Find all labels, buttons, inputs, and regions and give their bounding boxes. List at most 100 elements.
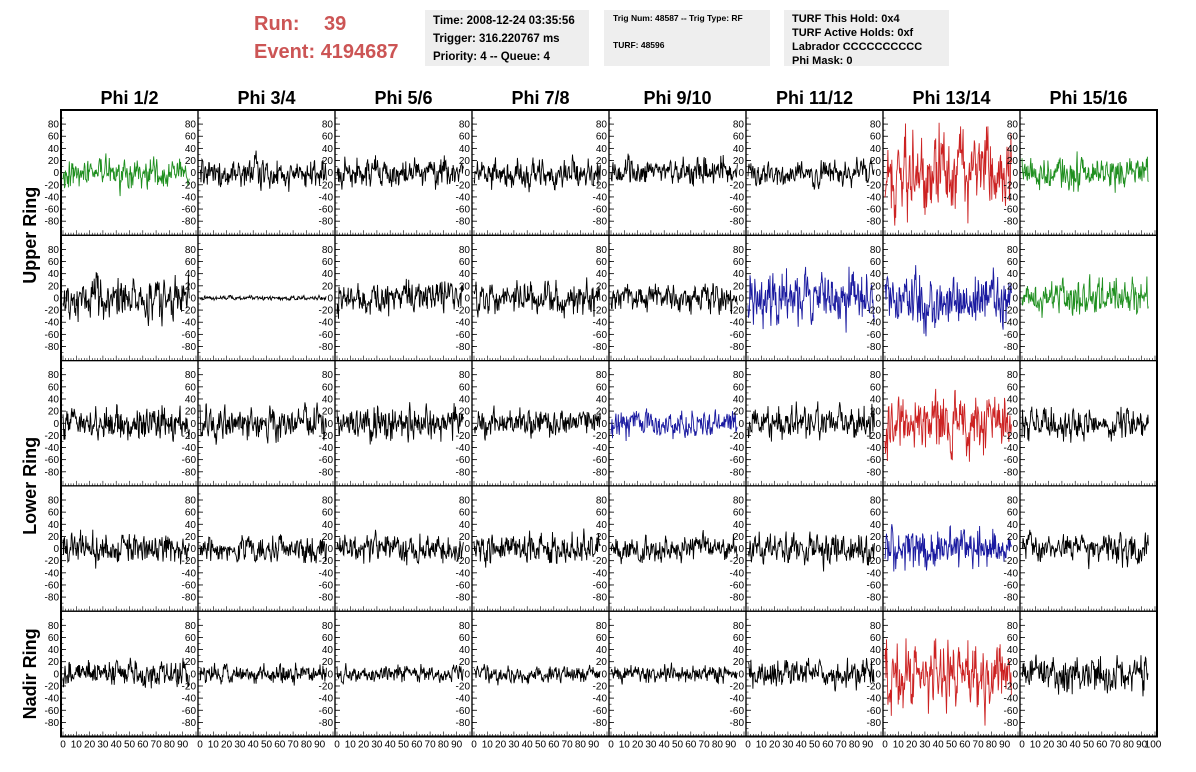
y-tick-label: -20 [593, 681, 608, 692]
y-tick-label: -60 [1004, 205, 1019, 216]
y-tick-label: 80 [322, 496, 334, 507]
x-tick-label: 20 [1043, 740, 1055, 751]
y-tick-label: 40 [322, 394, 334, 405]
y-tick-label: 0 [53, 544, 59, 555]
x-tick-label: 80 [849, 740, 861, 751]
y-tick-label: 80 [185, 120, 197, 131]
y-tick-label: 40 [48, 645, 60, 656]
y-tick-label: 40 [870, 144, 882, 155]
x-tick-label: 90 [177, 740, 189, 751]
y-tick-label: 60 [185, 132, 197, 143]
x-tick-label: 40 [659, 740, 671, 751]
y-tick-label: -60 [182, 455, 197, 466]
waveform-trace [62, 404, 190, 442]
y-tick-label: 20 [459, 657, 471, 668]
y-tick-label: 0 [601, 293, 607, 304]
column-title: Phi 11/12 [776, 88, 853, 108]
run-row: Run: 39 [254, 10, 399, 38]
x-tick-label: 40 [1070, 740, 1082, 751]
y-tick-label: -40 [593, 568, 608, 579]
y-tick-label: 0 [738, 419, 744, 430]
y-tick-label: 60 [322, 508, 334, 519]
turf-number-line: TURF: 48596 [613, 40, 665, 50]
y-tick-label: 40 [1007, 394, 1019, 405]
y-tick-label: 40 [870, 269, 882, 280]
y-tick-label: -20 [1004, 681, 1019, 692]
y-tick-label: 0 [875, 544, 881, 555]
y-tick-label: 40 [185, 645, 197, 656]
y-tick-label: -20 [730, 681, 745, 692]
x-tick-label: 30 [97, 740, 109, 751]
y-tick-label: 20 [322, 532, 334, 543]
y-tick-label: -60 [867, 706, 882, 717]
y-tick-label: -40 [456, 694, 471, 705]
y-tick-label: -40 [45, 318, 60, 329]
x-tick-label: 60 [411, 740, 423, 751]
y-tick-label: 80 [870, 245, 882, 256]
y-tick-label: -80 [730, 467, 745, 478]
y-tick-label: -80 [182, 593, 197, 604]
y-tick-label: 80 [596, 370, 608, 381]
panel-frame [608, 234, 747, 362]
column-title: Phi 1/2 [100, 88, 158, 108]
ring-label: Nadir Ring [20, 628, 40, 719]
y-tick-label: 60 [870, 382, 882, 393]
x-tick-label: 50 [1083, 740, 1095, 751]
x-tick-label: 70 [151, 740, 163, 751]
y-tick-label: 80 [322, 120, 334, 131]
panel-frame [1019, 485, 1158, 612]
y-tick-label: -60 [867, 455, 882, 466]
y-tick-label: -20 [867, 306, 882, 317]
y-tick-label: 40 [459, 394, 471, 405]
priority-line: Priority: 4 -- Queue: 4 [433, 51, 550, 63]
y-tick-label: -40 [1004, 443, 1019, 454]
y-tick-label: 0 [464, 168, 470, 179]
y-tick-label: 0 [190, 168, 196, 179]
y-tick-label: -60 [593, 205, 608, 216]
y-tick-label: 0 [875, 168, 881, 179]
y-tick-label: -40 [456, 192, 471, 203]
x-tick-label: 90 [999, 740, 1011, 751]
run-value: 39 [324, 13, 347, 35]
x-tick-label: 50 [398, 740, 410, 751]
x-tick-label: 60 [822, 740, 834, 751]
y-tick-label: -80 [730, 718, 745, 729]
y-tick-label: -20 [730, 306, 745, 317]
waveform-trace [199, 150, 327, 192]
y-tick-label: 40 [322, 645, 334, 656]
y-tick-label: 20 [48, 281, 60, 292]
y-tick-label: 20 [870, 407, 882, 418]
column-title: Phi 15/16 [1049, 88, 1127, 108]
y-tick-label: 0 [1012, 669, 1018, 680]
y-tick-label: -20 [456, 681, 471, 692]
y-tick-label: 60 [185, 257, 197, 268]
x-tick-label: 30 [1056, 740, 1068, 751]
y-tick-label: 20 [733, 532, 745, 543]
waveform-trace [473, 277, 601, 319]
waveform-trace [1021, 654, 1149, 697]
y-tick-label: -20 [730, 556, 745, 567]
waveform-trace [336, 402, 464, 445]
y-tick-label: 0 [53, 168, 59, 179]
x-tick-label: 0 [608, 740, 614, 751]
y-tick-label: 40 [48, 394, 60, 405]
waveform-trace [199, 534, 327, 564]
waveform-trace [336, 529, 464, 566]
y-tick-label: -80 [867, 467, 882, 478]
y-tick-label: 60 [596, 508, 608, 519]
y-tick-label: -40 [593, 443, 608, 454]
y-tick-label: -80 [867, 342, 882, 353]
y-tick-label: 80 [733, 621, 745, 632]
y-tick-label: 80 [1007, 496, 1019, 507]
y-tick-label: -60 [1004, 455, 1019, 466]
y-tick-label: -60 [45, 455, 60, 466]
y-tick-label: -60 [319, 330, 334, 341]
y-tick-label: 60 [870, 132, 882, 143]
y-tick-label: 80 [459, 245, 471, 256]
waveform-trace [199, 293, 327, 302]
y-tick-label: 40 [48, 144, 60, 155]
y-tick-label: 40 [596, 269, 608, 280]
y-tick-label: -40 [45, 443, 60, 454]
y-tick-label: 40 [185, 394, 197, 405]
